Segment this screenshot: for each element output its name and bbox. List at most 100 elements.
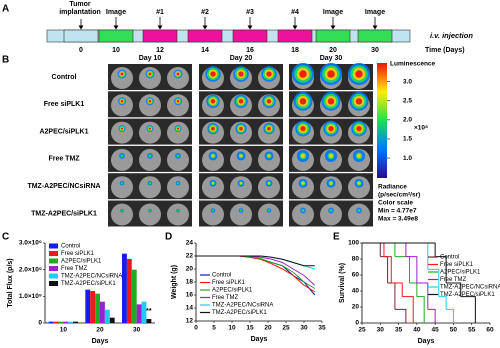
signal [355, 70, 363, 78]
y-tick-label: 1.0×10⁹ [19, 293, 42, 300]
signal [148, 181, 152, 185]
signal [239, 126, 243, 131]
signal [148, 127, 152, 130]
legend-label: TMZ-A2PEC/NCsiRNA [212, 303, 273, 309]
colorbar-note: Color scale [378, 200, 413, 207]
x-tick-label: 20 [96, 327, 104, 334]
mouse [348, 203, 370, 226]
panel-label: C [2, 232, 9, 243]
mouse [111, 176, 133, 199]
legend-swatch [49, 258, 58, 264]
y-axis-title: Weight (g) [171, 265, 178, 299]
legend-label: Control [61, 244, 80, 250]
y-tick-label: 14 [186, 305, 194, 312]
signal [210, 99, 216, 104]
survival-step [394, 308, 407, 323]
y-tick-label: 60 [352, 272, 360, 279]
mouse [111, 94, 133, 117]
y-tick-label: 18 [186, 279, 194, 286]
bar [48, 321, 54, 323]
x-tick-label: 20 [264, 325, 272, 332]
day-label: 16 [246, 47, 254, 54]
mouse [167, 148, 189, 171]
timeline-cell [187, 29, 223, 43]
x-tick-label: 30 [300, 325, 308, 332]
survival-step [405, 256, 418, 283]
bar [85, 289, 91, 323]
row-label: TMZ-A2PEC/siPLK1 [31, 210, 97, 217]
bar [53, 321, 59, 323]
y-tick-label: 2.0×10⁹ [19, 266, 42, 273]
legend-swatch [49, 251, 58, 256]
bar [136, 304, 142, 323]
colorbar [377, 63, 387, 178]
colorbar-note: Min = 4.77e7 [378, 208, 417, 215]
signal [328, 153, 334, 158]
colorbar-note: Radiance [378, 184, 407, 191]
survival-step [387, 282, 396, 310]
x-axis-title: Days [418, 338, 435, 345]
arrow-head [78, 25, 84, 30]
signal [238, 99, 244, 104]
signal [266, 71, 272, 77]
signal [238, 71, 244, 77]
timeline-cell [277, 29, 313, 43]
legend-label: Free TMZ [212, 295, 239, 301]
mouse [139, 94, 161, 117]
arrow-head [113, 25, 119, 30]
panel-label: B [2, 55, 9, 66]
colorbar-note: (p/sec/cm²/sr) [378, 192, 420, 199]
signal [299, 98, 307, 105]
arrow-head [247, 25, 253, 30]
y-tick-label: 0 [355, 320, 359, 327]
legend-label: Free siPLK1 [61, 251, 95, 257]
bar [141, 301, 147, 323]
timeline-cell [315, 29, 351, 43]
x-tick-label: 25 [358, 327, 366, 334]
marker-label: Tumor implantation [59, 1, 101, 16]
signal [356, 153, 362, 158]
signal [120, 127, 124, 130]
legend-label: Free TMZ [61, 266, 88, 272]
legend-swatch [49, 243, 58, 249]
x-tick-label: 45 [432, 327, 440, 334]
colorbar-tick-label: 1.0 [403, 155, 412, 162]
y-tick-label: 20 [186, 266, 194, 273]
column-label: Day 10 [139, 55, 162, 62]
annotation: ** [146, 308, 152, 315]
marker-label: #4 [291, 9, 299, 16]
bar [104, 309, 110, 323]
colorbar-tick-label: 2.5 [403, 98, 412, 105]
x-tick-label: 55 [468, 327, 476, 334]
timeline-cell [232, 29, 268, 43]
marker-label: #2 [201, 9, 209, 16]
survival-step [460, 296, 476, 323]
timeline-cell [357, 29, 393, 43]
legend-label: Control [212, 273, 231, 279]
x-tick-label: 15 [246, 325, 254, 332]
signal [301, 181, 305, 185]
legend-label: A2PEC/siPLK1 [440, 270, 481, 276]
bar [63, 321, 69, 323]
survival-step [427, 308, 436, 323]
y-tick-label: 100 [348, 240, 359, 247]
arrow-head [330, 25, 336, 30]
signal [329, 181, 333, 185]
signal [327, 98, 335, 105]
y-tick-label: 40 [352, 288, 360, 295]
x-tick-label: 25 [282, 325, 290, 332]
mouse [139, 203, 161, 226]
signal [266, 99, 272, 104]
signal [355, 98, 363, 105]
mouse [258, 176, 280, 199]
signal [120, 99, 124, 103]
panel-label: A [2, 4, 9, 15]
mouse [111, 148, 133, 171]
colorbar-tick-label: 3.0 [403, 78, 412, 85]
panel-label: D [165, 232, 172, 243]
signal [211, 209, 215, 212]
legend-label: Free siPLK1 [440, 262, 474, 268]
signal [327, 70, 335, 78]
mouse [139, 121, 161, 144]
